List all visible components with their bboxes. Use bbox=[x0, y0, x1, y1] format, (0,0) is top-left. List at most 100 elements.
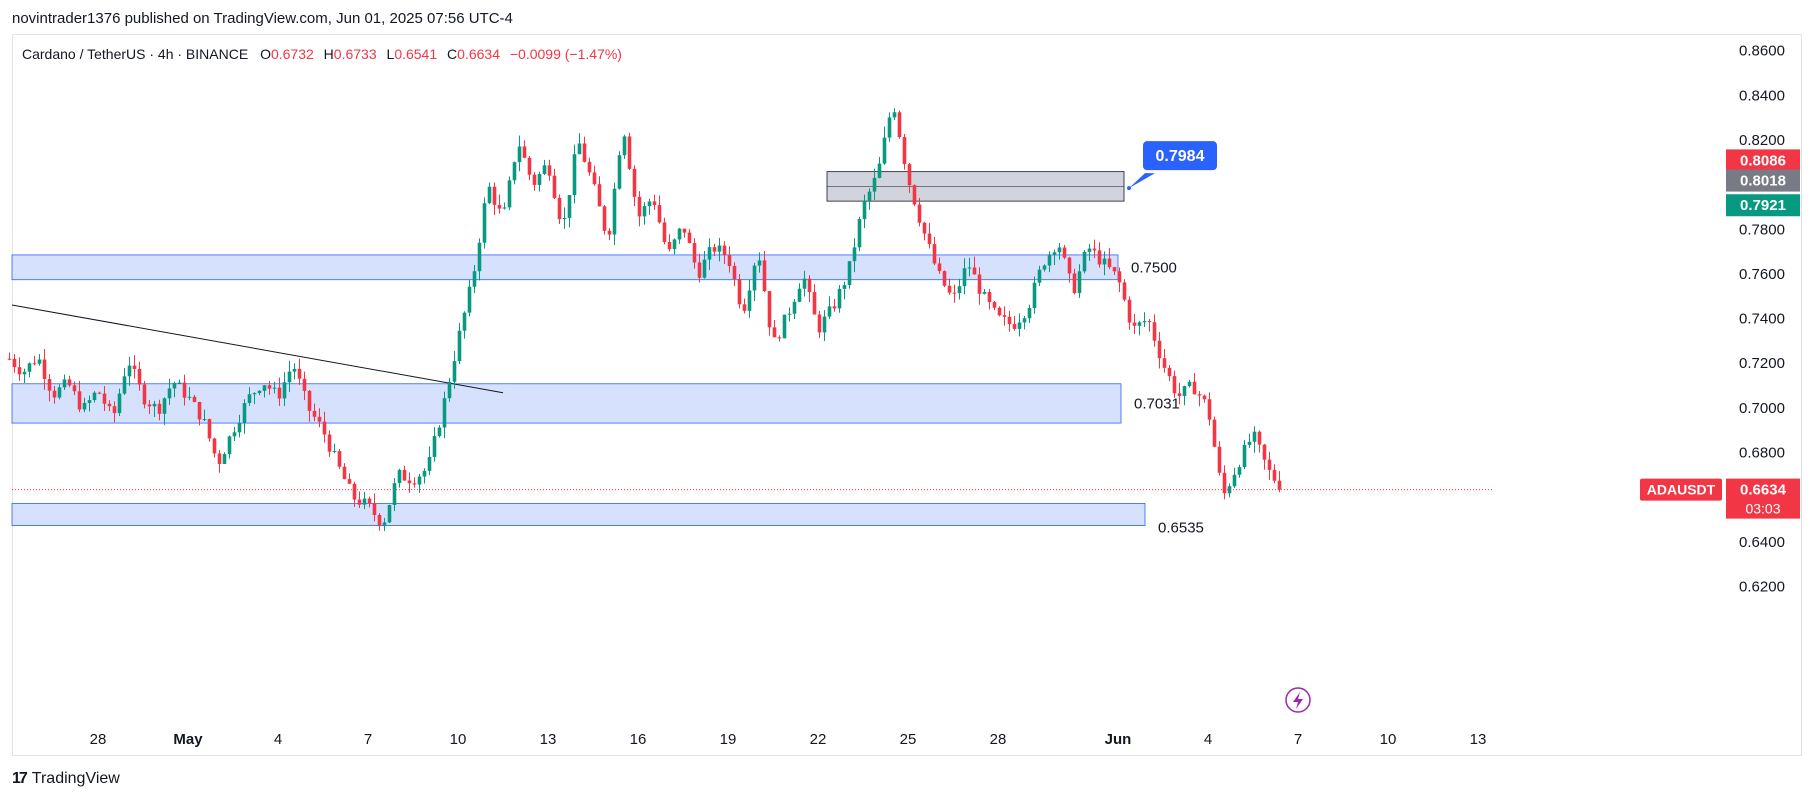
candle-body bbox=[742, 304, 747, 311]
y-tick-label: 0.6400 bbox=[1739, 534, 1785, 551]
candle-body bbox=[792, 301, 797, 314]
candle-body bbox=[757, 260, 762, 266]
middle-zone bbox=[11, 383, 1122, 424]
published-line: novintrader1376 published on TradingView… bbox=[12, 10, 513, 27]
candle-body bbox=[277, 387, 282, 399]
candle-body bbox=[107, 403, 112, 407]
candle-body bbox=[917, 204, 922, 223]
candle-body bbox=[62, 379, 67, 388]
y-tick-label: 0.7600 bbox=[1739, 266, 1785, 283]
candle-body bbox=[1097, 250, 1102, 265]
candle-body bbox=[477, 242, 482, 272]
candle-body bbox=[37, 359, 42, 364]
candle-body bbox=[307, 390, 312, 411]
candle-body bbox=[437, 427, 442, 437]
candle-body bbox=[1127, 299, 1132, 323]
candle-body bbox=[187, 396, 192, 398]
candle-body bbox=[637, 196, 642, 217]
candle-body bbox=[207, 419, 212, 439]
countdown-text: 03:03 bbox=[1745, 501, 1780, 517]
candle-body bbox=[642, 206, 647, 217]
candle-body bbox=[1272, 469, 1277, 481]
x-tick-label: 4 bbox=[274, 731, 282, 748]
candle-body bbox=[577, 143, 582, 155]
candle-body bbox=[312, 410, 317, 417]
candle-body bbox=[1072, 273, 1077, 294]
candle-body bbox=[462, 312, 467, 331]
candle-body bbox=[102, 393, 107, 404]
candle-body bbox=[777, 337, 782, 339]
candle-body bbox=[162, 398, 167, 414]
candle-body bbox=[832, 306, 837, 309]
candle-body bbox=[937, 263, 942, 272]
candle-body bbox=[427, 456, 432, 471]
low-label: L bbox=[386, 46, 395, 62]
last-price-text: 0.6634 bbox=[1740, 482, 1787, 499]
candle-body bbox=[397, 469, 402, 484]
candle-body bbox=[1082, 251, 1087, 272]
candle-body bbox=[57, 387, 62, 398]
candle-body bbox=[922, 222, 927, 234]
candle-body bbox=[717, 245, 722, 252]
candle-body bbox=[1017, 322, 1022, 329]
candle-body bbox=[1087, 248, 1092, 252]
target-callout-box bbox=[1143, 141, 1217, 171]
candle-body bbox=[932, 244, 937, 264]
candle-body bbox=[1217, 446, 1222, 473]
candle-body bbox=[697, 262, 702, 278]
tradingview-brand[interactable]: 17 TradingView bbox=[12, 770, 120, 788]
candle-body bbox=[1197, 394, 1202, 396]
candle-body bbox=[22, 371, 27, 375]
candle-body bbox=[972, 267, 977, 275]
close-value: 0.6634 bbox=[457, 46, 500, 62]
candle-body bbox=[1057, 247, 1062, 253]
candle-body bbox=[997, 307, 1002, 316]
candle-body bbox=[257, 390, 262, 394]
candle-body bbox=[872, 177, 877, 192]
candle-body bbox=[127, 365, 132, 377]
candle-body bbox=[407, 480, 412, 484]
candle-body bbox=[377, 514, 382, 526]
candle-body bbox=[562, 218, 567, 220]
candle-body bbox=[1062, 247, 1067, 258]
axis-layer: 0.86000.84000.82000.80000.78000.76000.74… bbox=[90, 43, 1800, 748]
candle-body bbox=[152, 403, 157, 407]
candle-body bbox=[837, 288, 842, 309]
price-badge bbox=[1726, 169, 1800, 192]
candle-body bbox=[247, 394, 252, 404]
candle-body bbox=[47, 379, 52, 391]
candle-body bbox=[287, 371, 292, 383]
candle-body bbox=[97, 392, 102, 394]
candle-body bbox=[1042, 265, 1047, 270]
candle-body bbox=[1037, 269, 1042, 283]
candle-body bbox=[402, 469, 407, 481]
candle-body bbox=[27, 363, 32, 372]
candle-body bbox=[347, 479, 352, 484]
candle-body bbox=[1237, 467, 1242, 475]
candle-body bbox=[17, 367, 22, 375]
candle-body bbox=[537, 173, 542, 185]
candle-body bbox=[1257, 431, 1262, 445]
last-price-badge bbox=[1726, 478, 1800, 519]
candle-body bbox=[197, 401, 202, 420]
x-tick-label: 4 bbox=[1204, 731, 1212, 748]
candle-body bbox=[282, 382, 287, 399]
candle-body bbox=[1162, 358, 1167, 368]
candle-body bbox=[982, 291, 987, 294]
change-value: −0.0099 (−1.47%) bbox=[509, 46, 622, 62]
candle-body bbox=[332, 451, 337, 453]
candle-body bbox=[1172, 376, 1177, 394]
candle-body bbox=[157, 403, 162, 414]
candle-body bbox=[862, 200, 867, 220]
candle-body bbox=[372, 503, 377, 515]
x-tick-label: 19 bbox=[720, 731, 737, 748]
candle-body bbox=[202, 419, 207, 421]
candle-body bbox=[542, 165, 547, 174]
candle-body bbox=[1002, 315, 1007, 317]
candle-body bbox=[557, 197, 562, 220]
candle-body bbox=[992, 302, 997, 308]
candle-body bbox=[1222, 472, 1227, 494]
price-badge-text: 0.8018 bbox=[1740, 173, 1786, 190]
symbol-line[interactable]: Cardano / TetherUS · 4h · BINANCE bbox=[22, 46, 249, 62]
